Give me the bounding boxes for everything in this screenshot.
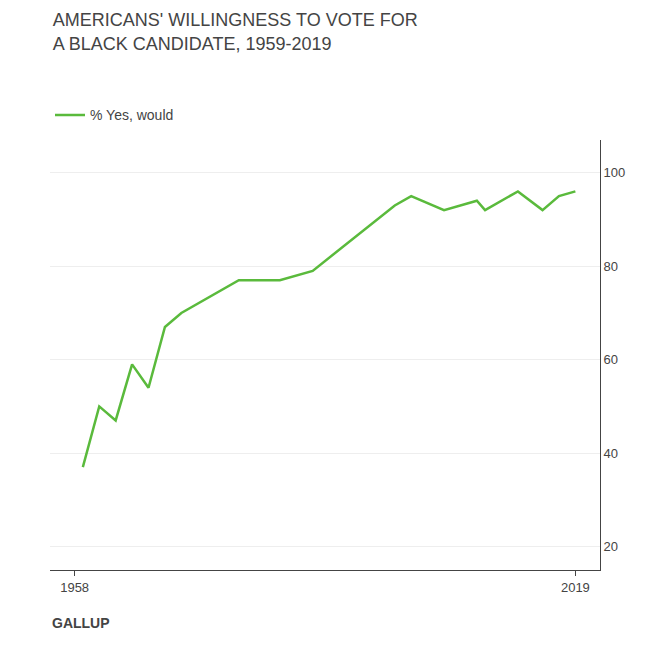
svg-text:AMERICANS' WILLINGNESS TO VOTE: AMERICANS' WILLINGNESS TO VOTE FORA BLAC…: [53, 10, 418, 53]
svg-text:60: 60: [604, 352, 618, 367]
svg-text:80: 80: [604, 259, 618, 274]
svg-text:100: 100: [604, 165, 626, 180]
svg-text:2019: 2019: [561, 580, 590, 595]
svg-text:% Yes, would: % Yes, would: [90, 107, 173, 123]
svg-text:20: 20: [604, 539, 618, 554]
svg-text:40: 40: [604, 446, 618, 461]
svg-text:GALLUP: GALLUP: [52, 615, 110, 631]
svg-text:1958: 1958: [60, 580, 89, 595]
